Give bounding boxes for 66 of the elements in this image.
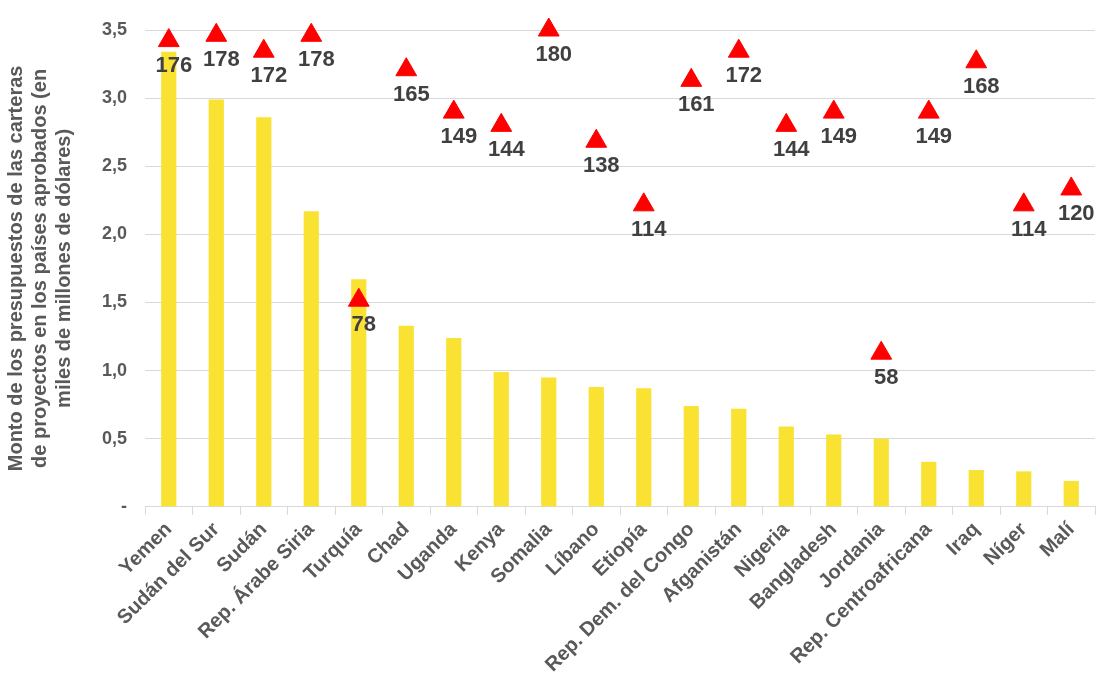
data-label: 149 — [915, 123, 953, 149]
point — [585, 128, 608, 148]
y-tick-label: - — [121, 495, 128, 516]
point — [442, 99, 465, 119]
bar — [208, 99, 224, 507]
y-tick-label: 3,0 — [101, 87, 128, 108]
bar — [303, 211, 319, 507]
bar — [921, 461, 937, 507]
bar — [1063, 480, 1079, 507]
bar — [256, 117, 272, 507]
point — [1012, 192, 1035, 212]
bar — [683, 406, 699, 507]
point — [537, 17, 560, 37]
point — [870, 340, 893, 360]
y-tick-label: 1,5 — [101, 291, 128, 312]
bar — [588, 386, 604, 507]
bar — [873, 438, 889, 507]
data-label: 149 — [820, 123, 858, 149]
y-tick-label: 1,0 — [101, 359, 128, 380]
y-axis-title: Monto de los presupuestos de las carteras de proyectos en los países aprobados (en miles de millones de dólares) — [3, 65, 74, 472]
y-tick-label: 2,5 — [101, 155, 128, 176]
bar — [493, 371, 509, 507]
bar — [778, 426, 794, 507]
point — [775, 112, 798, 132]
bar — [398, 325, 414, 507]
point — [680, 67, 703, 87]
bar — [446, 337, 462, 507]
data-label: 180 — [535, 41, 573, 67]
data-label: 114 — [631, 215, 668, 241]
point — [727, 38, 750, 58]
data-label: 58 — [874, 364, 899, 390]
point — [917, 99, 940, 119]
data-label: 120 — [1057, 200, 1095, 225]
point — [157, 28, 180, 48]
data-label: 178 — [297, 46, 335, 72]
point — [632, 192, 655, 212]
bar — [968, 470, 984, 507]
point — [252, 38, 275, 58]
data-label: 144 — [487, 136, 526, 162]
point — [205, 22, 228, 42]
bar — [1016, 471, 1032, 507]
point — [1060, 176, 1083, 196]
y-tick-label: 3,5 — [101, 18, 128, 39]
point — [395, 57, 418, 77]
data-label: 165 — [392, 80, 430, 106]
data-label: 149 — [440, 123, 478, 149]
bar — [731, 408, 747, 507]
point — [490, 112, 513, 132]
data-label: 114 — [1011, 215, 1048, 241]
bar — [636, 388, 652, 507]
data-label: 161 — [677, 91, 715, 117]
bar — [826, 434, 842, 507]
data-label: 172 — [250, 62, 288, 88]
point — [965, 49, 988, 69]
bar — [541, 377, 557, 507]
y-tick-label: 2,0 — [101, 223, 128, 244]
y-tick-label: 0,5 — [101, 427, 128, 448]
data-label: 144 — [772, 136, 811, 162]
point — [347, 287, 370, 307]
point — [300, 22, 323, 42]
data-label: 172 — [725, 62, 763, 88]
data-label: 178 — [202, 46, 240, 72]
x-tick-label: Iraq — [941, 517, 983, 559]
data-label: 168 — [962, 72, 1000, 98]
point — [822, 99, 845, 119]
data-label: 138 — [582, 152, 620, 178]
